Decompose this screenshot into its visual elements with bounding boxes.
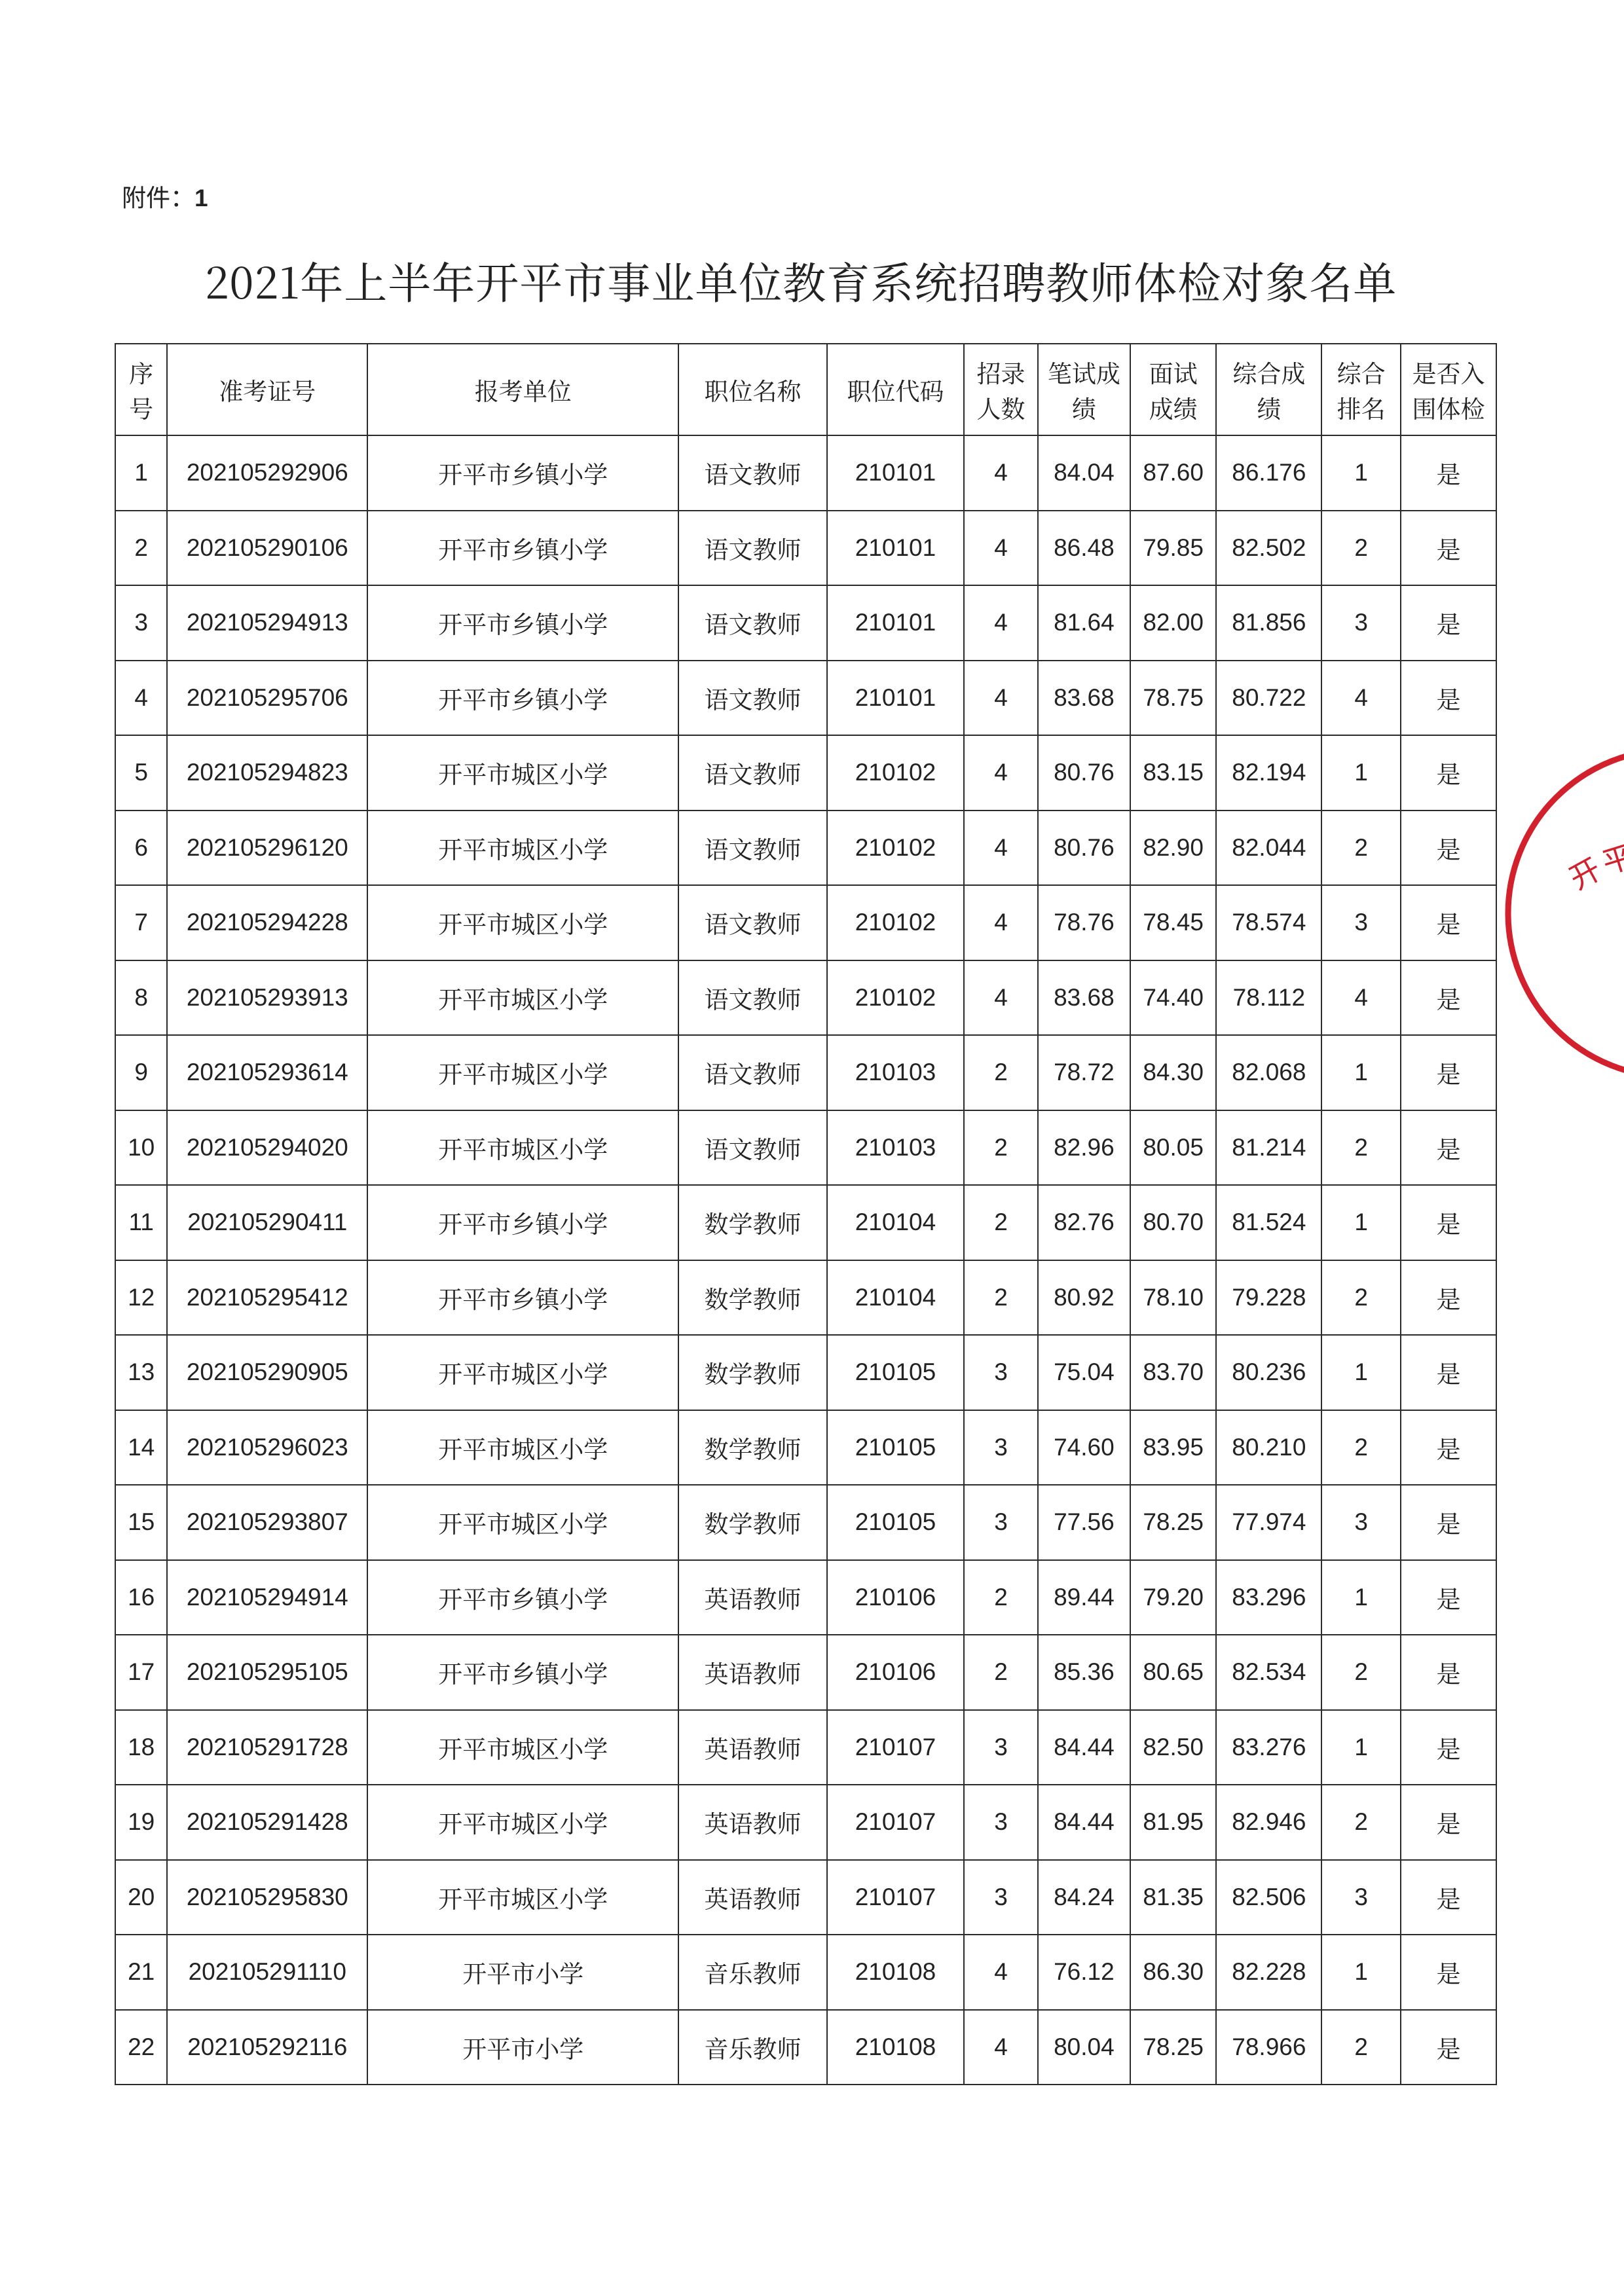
svg-text:开平市教育局: 开平市教育局 (1560, 827, 1624, 898)
